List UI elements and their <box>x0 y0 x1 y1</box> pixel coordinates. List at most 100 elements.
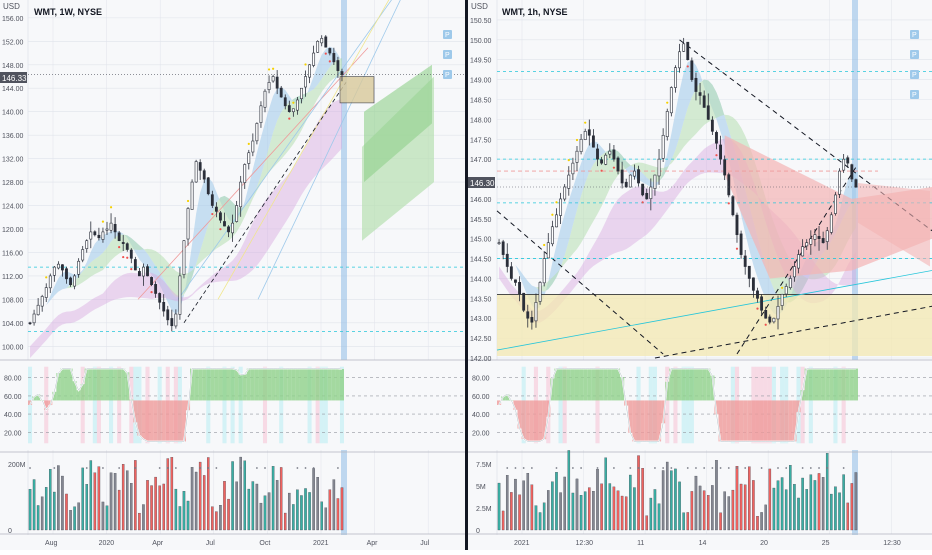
osc-histogram-bar <box>76 390 81 401</box>
pane-divider[interactable] <box>465 0 468 550</box>
volume-bar <box>793 484 796 531</box>
candle-body <box>838 170 841 195</box>
price-tick-label: 140.00 <box>2 110 24 117</box>
candle-body <box>628 174 632 188</box>
osc-band <box>307 366 312 444</box>
signal-dot <box>781 286 784 289</box>
volume-bar <box>150 485 153 531</box>
volume-bar <box>275 480 279 531</box>
candle-body <box>174 313 178 327</box>
osc-histogram-bar <box>751 400 756 442</box>
volume-bar <box>243 460 247 531</box>
svg-text:146.33: 146.33 <box>2 74 27 83</box>
candle-body <box>698 92 702 96</box>
volume-bar <box>259 502 263 531</box>
osc-histogram-bar <box>656 400 662 442</box>
osc-tick-label: 60.00 <box>472 394 490 401</box>
candle-body <box>600 159 604 164</box>
osc-histogram-bar <box>295 368 300 401</box>
right-candles <box>497 37 932 330</box>
highlight-column <box>341 0 347 535</box>
volume-dot <box>296 467 299 469</box>
volume-bar <box>780 477 784 531</box>
volume-dot <box>264 467 266 469</box>
candle-body <box>661 134 665 159</box>
volume-bar <box>834 486 837 531</box>
candle-body <box>73 275 77 287</box>
pattern-marker <box>910 50 919 59</box>
volume-dot <box>785 467 788 469</box>
osc-band <box>279 366 284 444</box>
candle-body <box>150 277 153 285</box>
osc-histogram-bar <box>595 368 600 401</box>
candle-body <box>162 301 166 312</box>
candle-body <box>801 246 805 257</box>
osc-histogram-bar <box>554 368 559 401</box>
candle-body <box>182 240 186 275</box>
volume-dot <box>719 467 722 469</box>
candle-body <box>612 149 616 160</box>
osc-histogram-bar <box>246 368 251 401</box>
osc-histogram-bar <box>792 400 797 442</box>
volume-dot <box>629 467 632 469</box>
candle-body <box>129 249 133 259</box>
volume-bar <box>296 489 299 531</box>
volume-bar <box>830 493 833 531</box>
volume-bar <box>97 466 101 531</box>
osc-histogram-bar <box>230 368 235 401</box>
volume-dot <box>102 467 104 469</box>
osc-histogram-bar <box>311 368 316 401</box>
osc-histogram-bar <box>558 368 563 401</box>
volume-bar <box>312 468 315 531</box>
volume-bar <box>846 502 850 531</box>
signal-dot <box>641 201 644 204</box>
volume-bar <box>645 515 649 531</box>
candle-body <box>146 266 149 277</box>
volume-bar <box>514 478 517 531</box>
candle-body <box>649 186 653 199</box>
volume-bar <box>207 457 210 531</box>
osc-histogram-bar <box>169 400 174 442</box>
volume-bar <box>223 481 226 531</box>
volume-bar <box>332 479 336 531</box>
volume-dot <box>736 467 738 469</box>
volume-bar <box>142 504 145 531</box>
volume-tick-label: 0 <box>8 528 12 535</box>
osc-histogram-bar <box>747 400 752 442</box>
osc-histogram-bar <box>202 368 207 401</box>
volume-bar <box>300 495 303 531</box>
osc-histogram-bar <box>279 368 284 401</box>
signal-dot <box>612 166 616 169</box>
volume-bar <box>789 465 792 531</box>
candle-body <box>526 311 530 319</box>
candle-body <box>202 170 206 180</box>
candle-body <box>514 279 517 283</box>
osc-band <box>117 366 122 444</box>
signal-dot <box>150 291 153 294</box>
channel-line <box>137 47 369 300</box>
time-tick-label: 20 <box>760 540 768 547</box>
volume-bar <box>801 477 804 531</box>
time-tick-label: 11 <box>637 540 644 547</box>
candle-body <box>780 294 784 306</box>
volume-dot <box>686 467 689 469</box>
signal-dot <box>122 255 125 259</box>
trend-line <box>183 82 347 324</box>
osc-histogram-bar <box>88 368 93 401</box>
volume-bar <box>604 457 607 531</box>
candle-body <box>206 177 210 195</box>
volume-bar <box>575 478 579 531</box>
osc-histogram-bar <box>505 394 510 401</box>
signal-dot <box>130 268 133 271</box>
volume-dot <box>29 467 31 469</box>
osc-histogram-bar <box>501 396 506 401</box>
volume-bar <box>53 491 56 531</box>
osc-histogram-bar <box>734 400 740 442</box>
volume-bar <box>316 476 319 531</box>
candle-body <box>295 99 299 111</box>
candle-body <box>764 309 768 319</box>
volume-bar <box>497 482 501 531</box>
